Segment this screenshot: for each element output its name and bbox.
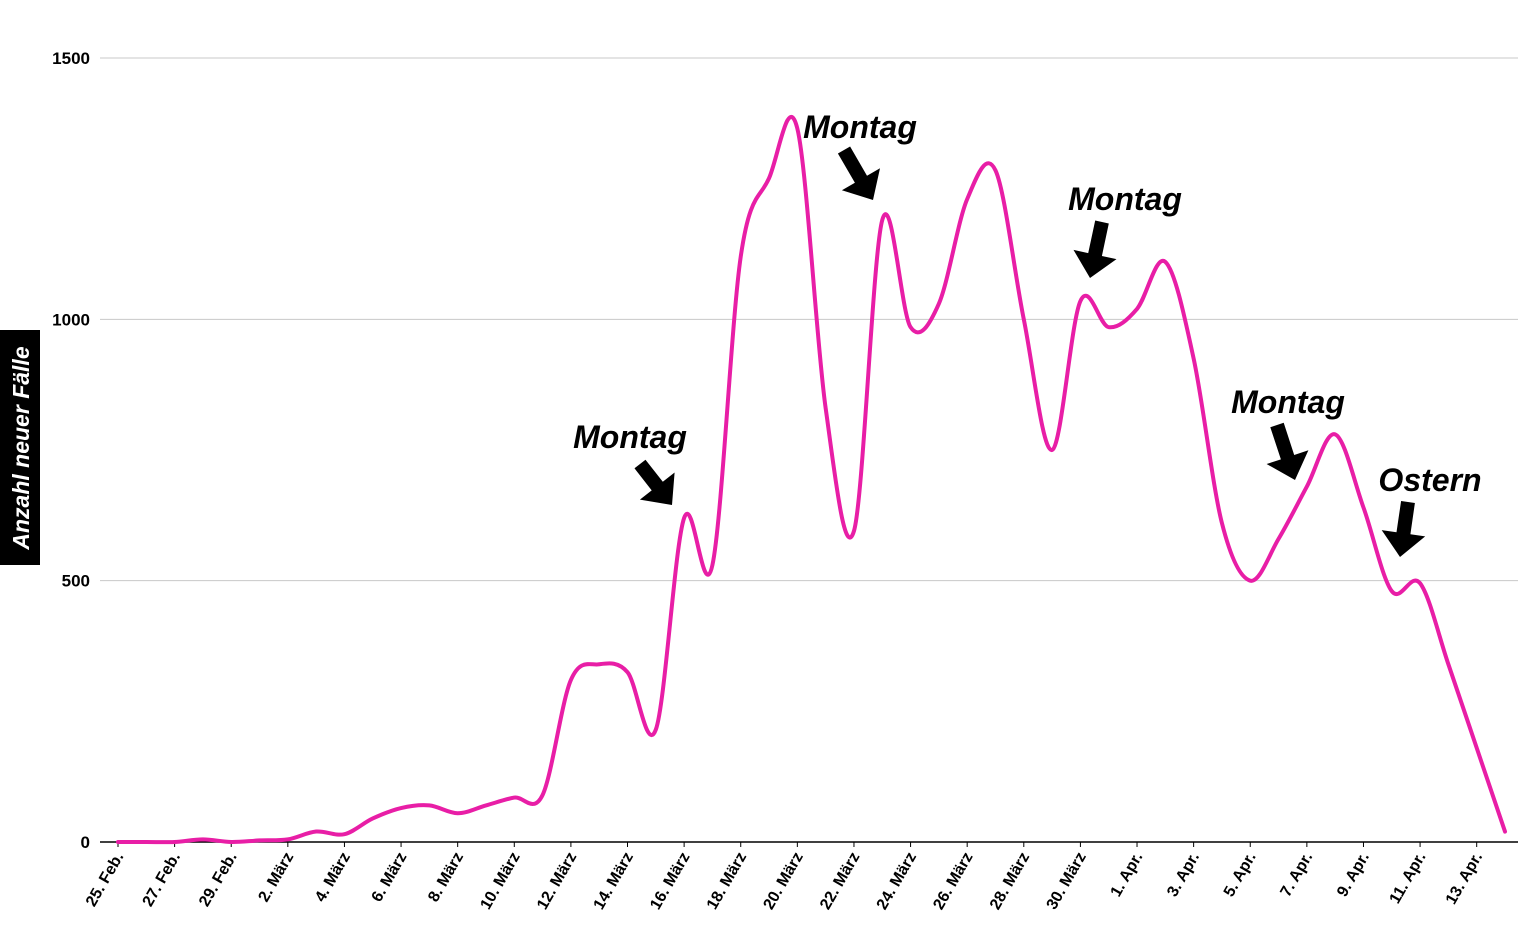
x-tick-label: 5. Apr. xyxy=(1221,850,1260,900)
y-axis-ticks: 0 500 1000 1500 xyxy=(52,49,90,852)
arrow-icon xyxy=(1073,220,1117,278)
x-tick-label: 20. März xyxy=(761,850,807,913)
y-tick-label: 1500 xyxy=(52,49,90,68)
x-tick-label: 24. März xyxy=(874,850,920,913)
annotation-label: Montag xyxy=(1231,384,1345,420)
arrow-icon xyxy=(1266,422,1309,480)
annotation-label: Montag xyxy=(803,109,917,145)
annotation-label: Montag xyxy=(573,419,687,455)
x-tick-label: 10. März xyxy=(477,850,523,913)
x-tick-label: 25. Feb. xyxy=(83,850,128,910)
x-tick-label: 7. Apr. xyxy=(1277,850,1316,900)
annotation: Montag xyxy=(1231,384,1345,480)
x-tick-label: 9. Apr. xyxy=(1334,850,1373,900)
x-tick-label: 30. März xyxy=(1044,850,1090,913)
y-tick-label: 500 xyxy=(62,572,90,591)
x-tick-label: 14. März xyxy=(591,850,637,913)
x-tick-label: 26. März xyxy=(930,849,976,912)
x-tick-label: 4. März xyxy=(312,850,354,905)
series-line xyxy=(116,115,1507,845)
y-tick-label: 1000 xyxy=(52,310,90,329)
x-tick-label: 2. März xyxy=(255,850,297,905)
x-axis-ticks: 25. Feb. 27. Feb. 29. Feb. 2. März 4. März 6.… xyxy=(83,842,1486,913)
x-tick-label: 22. März xyxy=(817,850,863,913)
annotations: Montag Montag Montag Montag Ostern xyxy=(573,109,1482,557)
x-tick-label: 8. März xyxy=(425,850,467,905)
x-tick-label: 11. Apr. xyxy=(1387,850,1430,907)
x-tick-label: 13. Apr. xyxy=(1443,850,1486,908)
x-tick-label: 29. Feb. xyxy=(196,850,241,910)
arrow-icon xyxy=(634,459,675,505)
x-tick-label: 12. März xyxy=(534,850,580,913)
arrow-icon xyxy=(1381,501,1426,557)
arrow-icon xyxy=(837,146,880,200)
x-tick-label: 18. März xyxy=(704,850,750,913)
x-tick-label: 28. März xyxy=(987,850,1033,913)
annotation-label: Montag xyxy=(1068,181,1182,217)
gridlines xyxy=(100,57,1518,582)
x-tick-label: 16. März xyxy=(647,850,693,913)
y-axis-label: Anzahl neuer Fälle xyxy=(0,330,40,565)
annotation-label: Ostern xyxy=(1378,462,1481,498)
x-tick-label: 1. Apr. xyxy=(1108,850,1147,900)
x-tick-label: 27. Feb. xyxy=(140,850,185,910)
annotation: Ostern xyxy=(1378,462,1482,557)
annotation: Montag xyxy=(1068,181,1182,278)
x-tick-label: 3. Apr. xyxy=(1164,850,1203,900)
annotation: Montag xyxy=(573,419,687,505)
y-axis-label-text: Anzahl neuer Fälle xyxy=(8,346,34,550)
x-tick-label: 6. März xyxy=(369,850,411,905)
y-tick-label: 0 xyxy=(81,833,90,852)
annotation: Montag xyxy=(803,109,917,200)
